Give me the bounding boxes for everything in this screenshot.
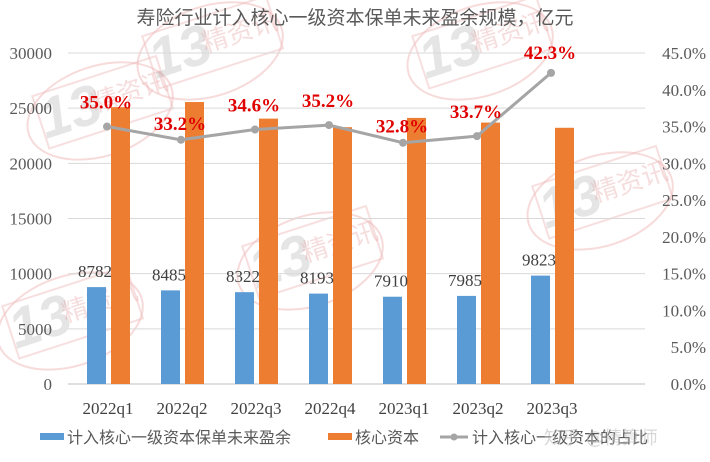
right-axis-tick: 0.0% — [671, 375, 706, 394]
right-axis-tick: 10.0% — [662, 301, 706, 320]
chart-title: 寿险行业计入核心一级资本保单未来盈余规模，亿元 — [136, 7, 573, 29]
ratio-marker — [399, 138, 407, 147]
legend-swatch-core-capital — [328, 433, 352, 440]
x-axis-category: 2023q1 — [379, 399, 430, 418]
x-axis-category: 2022q4 — [305, 399, 357, 418]
bar-core-capital — [407, 117, 426, 384]
right-axis-tick: 15.0% — [662, 265, 706, 284]
bar-future-surplus — [161, 290, 180, 384]
left-y-axis: 0 5000 10000 15000 20000 25000 30000 — [10, 44, 53, 394]
ratio-marker — [473, 132, 481, 141]
x-axis-category: 2022q1 — [83, 399, 134, 418]
bar-core-capital — [333, 127, 352, 384]
bar-value-label: 7910 — [374, 272, 408, 291]
ratio-value-label: 33.2% — [154, 114, 206, 135]
x-axis-category: 2023q2 — [453, 399, 504, 418]
legend-swatch-ratio-marker — [450, 433, 458, 441]
ratio-marker — [103, 122, 111, 131]
bar-future-surplus — [309, 293, 328, 384]
bar-core-capital — [259, 118, 278, 384]
bar-core-capital — [185, 102, 204, 384]
left-axis-tick: 10000 — [10, 265, 53, 284]
left-axis-tick: 0 — [44, 375, 53, 394]
left-axis-tick: 25000 — [10, 99, 53, 118]
ratio-marker — [251, 125, 259, 134]
left-axis-tick: 15000 — [10, 210, 53, 229]
right-axis-tick: 5.0% — [671, 338, 706, 357]
bar-value-label: 8485 — [152, 265, 186, 284]
ratio-value-label: 35.2% — [302, 91, 354, 112]
left-axis-tick: 5000 — [18, 320, 52, 339]
ratio-marker — [177, 135, 185, 144]
x-axis-category: 2023q3 — [527, 399, 578, 418]
bar-value-label: 9823 — [522, 251, 556, 270]
data-labels: 8782 35.0% 8485 33.2% 8322 34.6% 8193 35.2% 7910… — [78, 43, 576, 291]
legend-label-future-surplus: 计入核心一级资本保单未来盈余 — [67, 428, 291, 447]
right-axis-tick: 25.0% — [662, 191, 706, 210]
bar-value-label: 8782 — [78, 262, 112, 281]
right-axis-tick: 45.0% — [662, 44, 706, 63]
bar-future-surplus — [383, 296, 402, 384]
legend-label-ratio: 计入核心一级资本的占比 — [472, 428, 648, 447]
legend-label-core-capital: 核心资本 — [355, 428, 419, 447]
right-axis-tick: 40.0% — [662, 81, 706, 100]
bar-future-surplus — [531, 275, 550, 384]
watermark-overlay-text: 知乎 @精算师 — [544, 428, 658, 449]
bar-value-label: 8322 — [226, 267, 260, 286]
bar-future-surplus — [457, 295, 476, 384]
right-axis-tick: 20.0% — [662, 228, 706, 247]
bar-future-surplus — [87, 287, 106, 384]
legend-swatch-future-surplus — [40, 433, 64, 440]
right-axis-tick: 35.0% — [662, 118, 706, 137]
ratio-value-label: 42.3% — [524, 43, 576, 64]
bar-core-capital — [555, 127, 574, 384]
x-axis: 2022q1 2022q2 2022q3 2022q4 2023q1 2023q2 2023… — [83, 399, 578, 418]
bar-core-capital — [111, 107, 130, 385]
ratio-marker — [325, 121, 333, 130]
legend: 计入核心一级资本保单未来盈余 核心资本 计入核心一级资本的占比 — [40, 428, 648, 447]
ratio-value-label: 32.8% — [376, 117, 428, 138]
bar-value-label: 7985 — [448, 271, 482, 290]
left-axis-tick: 30000 — [10, 44, 53, 63]
ratio-marker — [547, 68, 555, 77]
x-axis-category: 2022q2 — [157, 399, 208, 418]
right-axis-tick: 30.0% — [662, 154, 706, 173]
x-axis-category: 2022q3 — [231, 399, 282, 418]
line-series — [103, 68, 555, 147]
left-axis-tick: 20000 — [10, 154, 53, 173]
bar-core-capital — [481, 122, 500, 384]
ratio-value-label: 35.0% — [80, 93, 132, 114]
ratio-value-label: 34.6% — [228, 95, 280, 116]
right-y-axis: 0.0% 5.0% 10.0% 15.0% 20.0% 25.0% 30.0% 35.0% 40… — [662, 44, 706, 394]
bar-series — [87, 102, 574, 385]
bar-future-surplus — [235, 292, 254, 384]
ratio-value-label: 33.7% — [450, 102, 502, 123]
bar-value-label: 8193 — [300, 269, 334, 288]
